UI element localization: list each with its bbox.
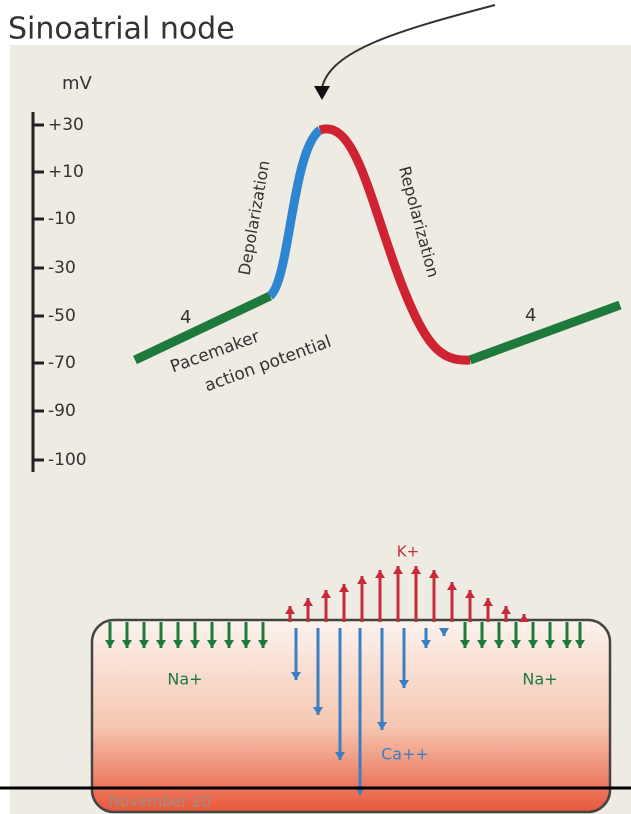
title: Sinoatrial node — [8, 12, 235, 47]
phase4-right — [468, 300, 622, 365]
axis-tick-label: -70 — [48, 353, 76, 373]
axis-tick-label: -100 — [48, 450, 87, 470]
arrow-head — [447, 582, 457, 590]
arrow-head — [575, 640, 585, 648]
cell — [90, 618, 612, 814]
arrow-head — [303, 598, 313, 606]
arrow-head — [122, 640, 132, 648]
arrow-head — [477, 640, 487, 648]
arrow-head — [241, 640, 251, 648]
ion-label: K+ — [397, 543, 419, 561]
arrow-head — [321, 590, 331, 598]
arrow-head — [411, 566, 421, 574]
arrow-head — [339, 584, 349, 592]
arrow-head — [465, 590, 475, 598]
ion-label: Ca++ — [381, 745, 429, 764]
arrow-head — [224, 640, 234, 648]
arrow-head — [291, 672, 301, 680]
arrow-head — [483, 598, 493, 606]
arrow-head — [190, 640, 200, 648]
phase-label: 4 — [180, 307, 191, 328]
phase-label: 4 — [525, 305, 536, 326]
depolarization-curve — [266, 126, 324, 300]
axis-ticks: +30 +10 -10 -30 -50 -70 -90 -100 — [33, 115, 87, 470]
arrow-head — [335, 752, 345, 760]
arrow-head — [393, 566, 403, 574]
arrow-head — [357, 576, 367, 584]
arrow-head — [173, 640, 183, 648]
ion-label: Na+ — [522, 670, 557, 689]
arrow-head — [313, 707, 323, 715]
axis-tick-label: -10 — [48, 209, 76, 229]
arrow-head — [421, 640, 431, 648]
axis-tick-label: +30 — [48, 115, 84, 135]
axis-unit: mV — [62, 73, 93, 94]
arrow-head — [545, 640, 555, 648]
arrow-head — [399, 680, 409, 688]
arrow-head — [501, 606, 511, 614]
axis-tick-label: +10 — [48, 162, 84, 182]
arrow-head — [460, 640, 470, 648]
arrow-head — [377, 722, 387, 730]
arrow-head — [562, 640, 572, 648]
repolarization-curve — [318, 124, 471, 365]
footer-date: November 20 — [109, 793, 211, 811]
arrow-head — [258, 640, 268, 648]
arrow-head — [494, 640, 504, 648]
arrow-head — [439, 628, 449, 636]
arrow-head — [429, 570, 439, 578]
arrow-head — [156, 640, 166, 648]
arrow-head — [375, 570, 385, 578]
arrow-head — [528, 640, 538, 648]
axis-tick-label: -50 — [48, 306, 76, 326]
arrow-head — [285, 606, 295, 614]
arrow-head — [105, 640, 115, 648]
arrow-head — [139, 640, 149, 648]
arrow-head — [519, 614, 529, 622]
arrow-head — [207, 640, 217, 648]
axis-tick-label: -90 — [48, 401, 76, 421]
ion-label: Na+ — [167, 670, 202, 689]
pointer-head — [314, 86, 330, 100]
axis-tick-label: -30 — [48, 258, 76, 278]
ion-arrows — [105, 566, 585, 795]
arrow-head — [511, 640, 521, 648]
pointer-arrow — [321, 4, 496, 89]
phase4-left — [133, 291, 272, 365]
